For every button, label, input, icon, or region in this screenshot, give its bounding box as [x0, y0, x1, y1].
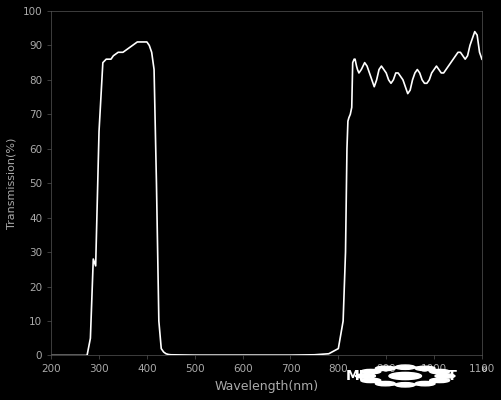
Text: MID: MID	[345, 369, 376, 383]
Y-axis label: Transmission(%): Transmission(%)	[7, 138, 17, 229]
Text: ®: ®	[480, 367, 487, 373]
Circle shape	[394, 382, 414, 387]
Circle shape	[388, 372, 421, 380]
Circle shape	[414, 382, 434, 386]
Circle shape	[414, 366, 434, 370]
X-axis label: Wavelength(nm): Wavelength(nm)	[214, 380, 318, 393]
Circle shape	[360, 378, 380, 382]
Circle shape	[360, 370, 380, 374]
Circle shape	[355, 374, 375, 378]
Circle shape	[375, 366, 394, 370]
Circle shape	[429, 378, 449, 382]
Circle shape	[394, 365, 414, 370]
Circle shape	[434, 374, 454, 378]
Circle shape	[429, 370, 449, 374]
Circle shape	[375, 382, 394, 386]
Text: PT: PT	[437, 369, 457, 383]
